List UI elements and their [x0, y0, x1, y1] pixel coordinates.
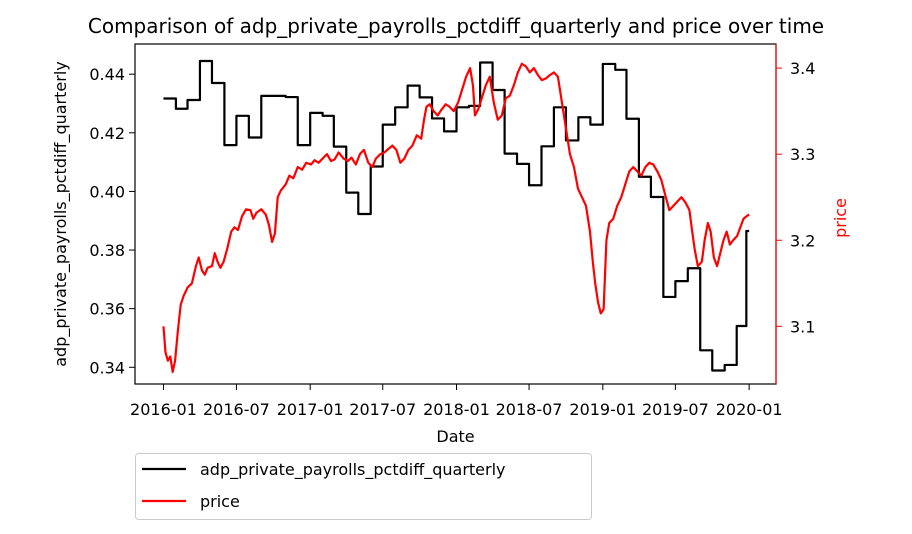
plot-frame	[134, 43, 777, 385]
x-tick-label: 2018-07	[496, 400, 563, 419]
series-line-adp	[163, 59, 750, 372]
x-tick-label: 2016-07	[203, 400, 270, 419]
x-tick-label: 2017-07	[349, 400, 416, 419]
left-y-tick-label: 0.40	[89, 182, 125, 201]
left-y-tick-label: 0.36	[89, 300, 125, 319]
left-y-axis-label: adp_private_payrolls_pctdiff_quarterly	[51, 61, 71, 367]
x-tick-label: 2019-07	[642, 400, 709, 419]
legend-box	[135, 453, 592, 520]
series-layer	[162, 59, 750, 374]
x-tick-label: 2018-01	[423, 400, 490, 419]
right-y-tick-label: 3.2	[790, 231, 815, 250]
legend-label-price: price	[200, 492, 240, 511]
x-tick-label: 2019-01	[569, 400, 636, 419]
left-y-axis-ticks: 0.34 0.36 0.38 0.40 0.42 0.44	[89, 65, 135, 377]
legend-label-adp: adp_private_payrolls_pctdiff_quarterly	[200, 460, 506, 480]
chart-title: Comparison of adp_private_payrolls_pctdi…	[88, 14, 824, 38]
left-y-tick-label: 0.34	[89, 358, 125, 377]
right-y-tick-label: 3.3	[790, 145, 815, 164]
x-axis-label: Date	[436, 427, 474, 446]
left-y-tick-label: 0.44	[89, 65, 125, 84]
right-y-tick-label: 3.4	[790, 59, 815, 78]
left-y-tick-label: 0.42	[89, 124, 125, 143]
legend: adp_private_payrolls_pctdiff_quarterly p…	[135, 453, 592, 520]
right-y-axis-ticks: 3.1 3.2 3.3 3.4	[776, 59, 815, 336]
x-tick-label: 2016-01	[130, 400, 197, 419]
series-line-price	[162, 62, 750, 374]
x-tick-label: 2020-01	[716, 400, 783, 419]
right-y-axis-label: price	[831, 198, 850, 238]
x-axis-ticks: 2016-01 2016-07 2017-01 2017-07 2018-01 2018-…	[130, 384, 783, 419]
x-tick-label: 2017-01	[277, 400, 344, 419]
left-y-tick-label: 0.38	[89, 241, 125, 260]
right-y-tick-label: 3.1	[790, 317, 815, 336]
